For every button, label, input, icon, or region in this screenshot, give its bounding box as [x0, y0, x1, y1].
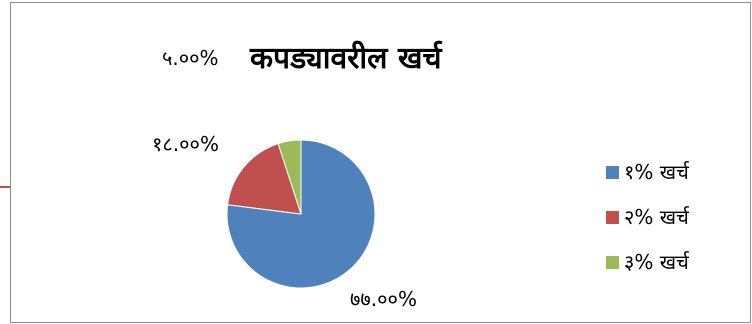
legend-item: २% खर्च	[606, 205, 689, 229]
pie-slice-3	[277, 139, 302, 215]
legend-label: ३% खर्च	[624, 250, 689, 274]
legend: १% खर्च २% खर्च ३% खर्च	[606, 160, 689, 295]
legend-swatch	[606, 210, 619, 224]
left-edge-marker	[0, 186, 10, 188]
pie-slice-2	[227, 142, 302, 215]
legend-swatch	[606, 255, 619, 269]
legend-item: ३% खर्च	[606, 250, 689, 274]
legend-label: १% खर्च	[624, 160, 689, 184]
chart-title: कपड्यावरील खर्च	[250, 41, 442, 76]
data-label-slice-1: ७७.००%	[350, 287, 417, 311]
data-label-slice-3: ५.००%	[162, 46, 219, 70]
legend-swatch	[606, 165, 619, 179]
legend-item: १% खर्च	[606, 160, 689, 184]
legend-label: २% खर्च	[624, 205, 689, 229]
chart-frame	[10, 2, 751, 323]
data-label-slice-2: १८.००%	[152, 132, 219, 156]
